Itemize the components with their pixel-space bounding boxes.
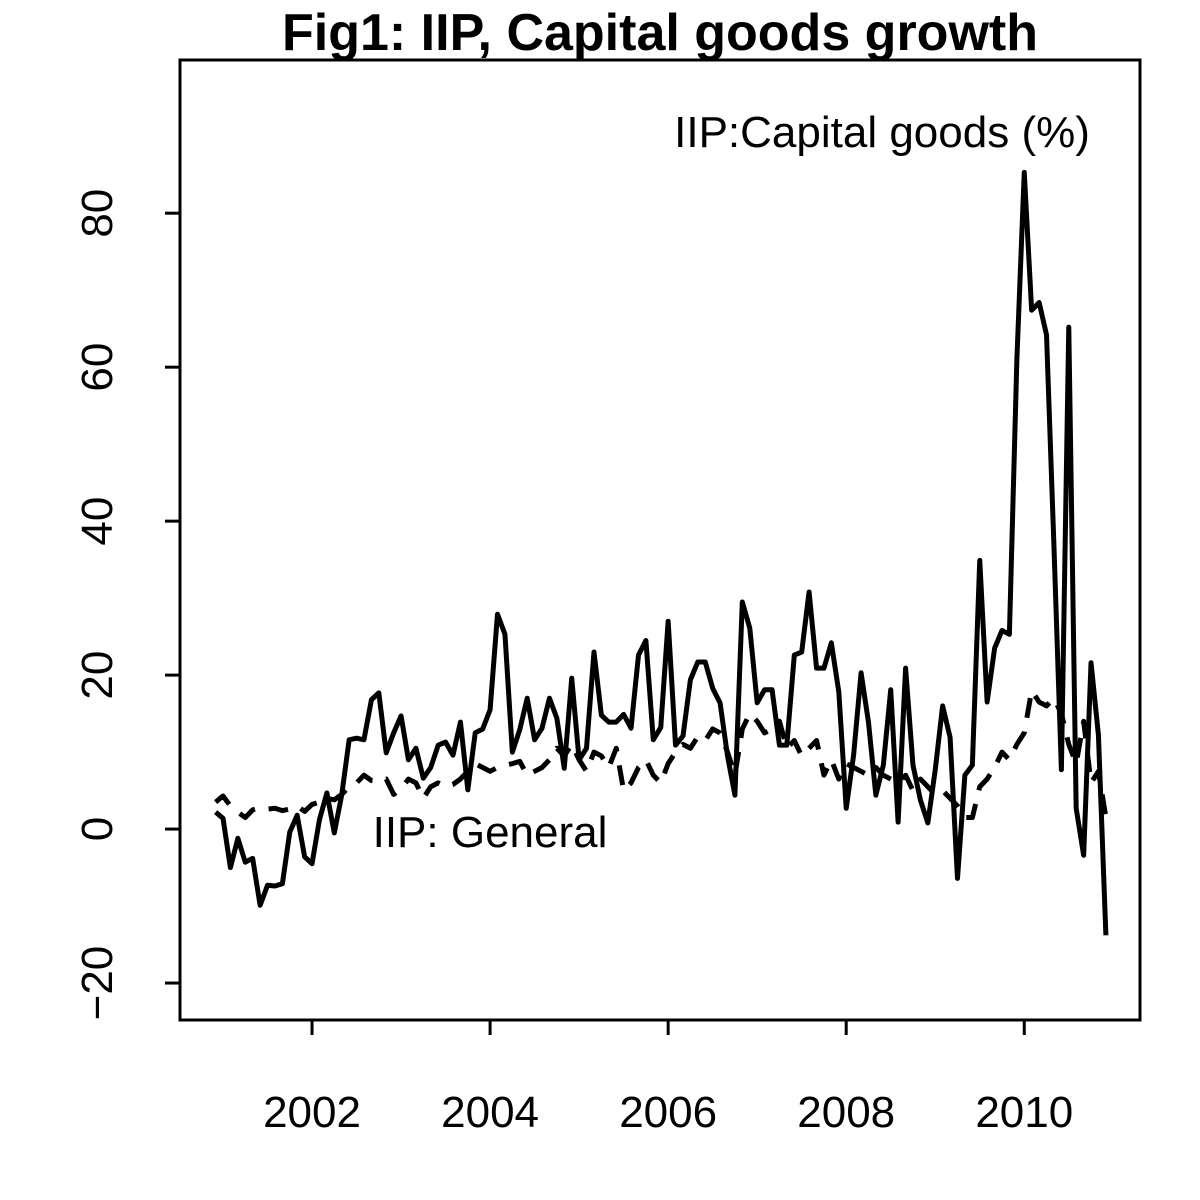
chart-title: Fig1: IIP, Capital goods growth [282, 4, 1038, 62]
y-tick-label: 20 [73, 651, 122, 700]
series-line [214, 688, 1109, 821]
y-tick-label: 0 [73, 817, 122, 841]
y-tick-label: 80 [73, 189, 122, 238]
x-tick-label: 2002 [263, 1088, 361, 1137]
plot-box [178, 58, 1142, 1022]
x-tick-label: 2004 [441, 1088, 539, 1137]
y-tick-label: −20 [73, 946, 122, 1021]
annotation: IIP: General [373, 808, 608, 857]
series-line [214, 169, 1109, 936]
annotation: IIP:Capital goods (%) [674, 108, 1090, 157]
y-tick-label: 60 [73, 343, 122, 392]
x-tick-label: 2008 [797, 1088, 895, 1137]
x-tick-label: 2010 [975, 1088, 1073, 1137]
x-tick-label: 2006 [619, 1088, 717, 1137]
y-tick-label: 40 [73, 497, 122, 546]
